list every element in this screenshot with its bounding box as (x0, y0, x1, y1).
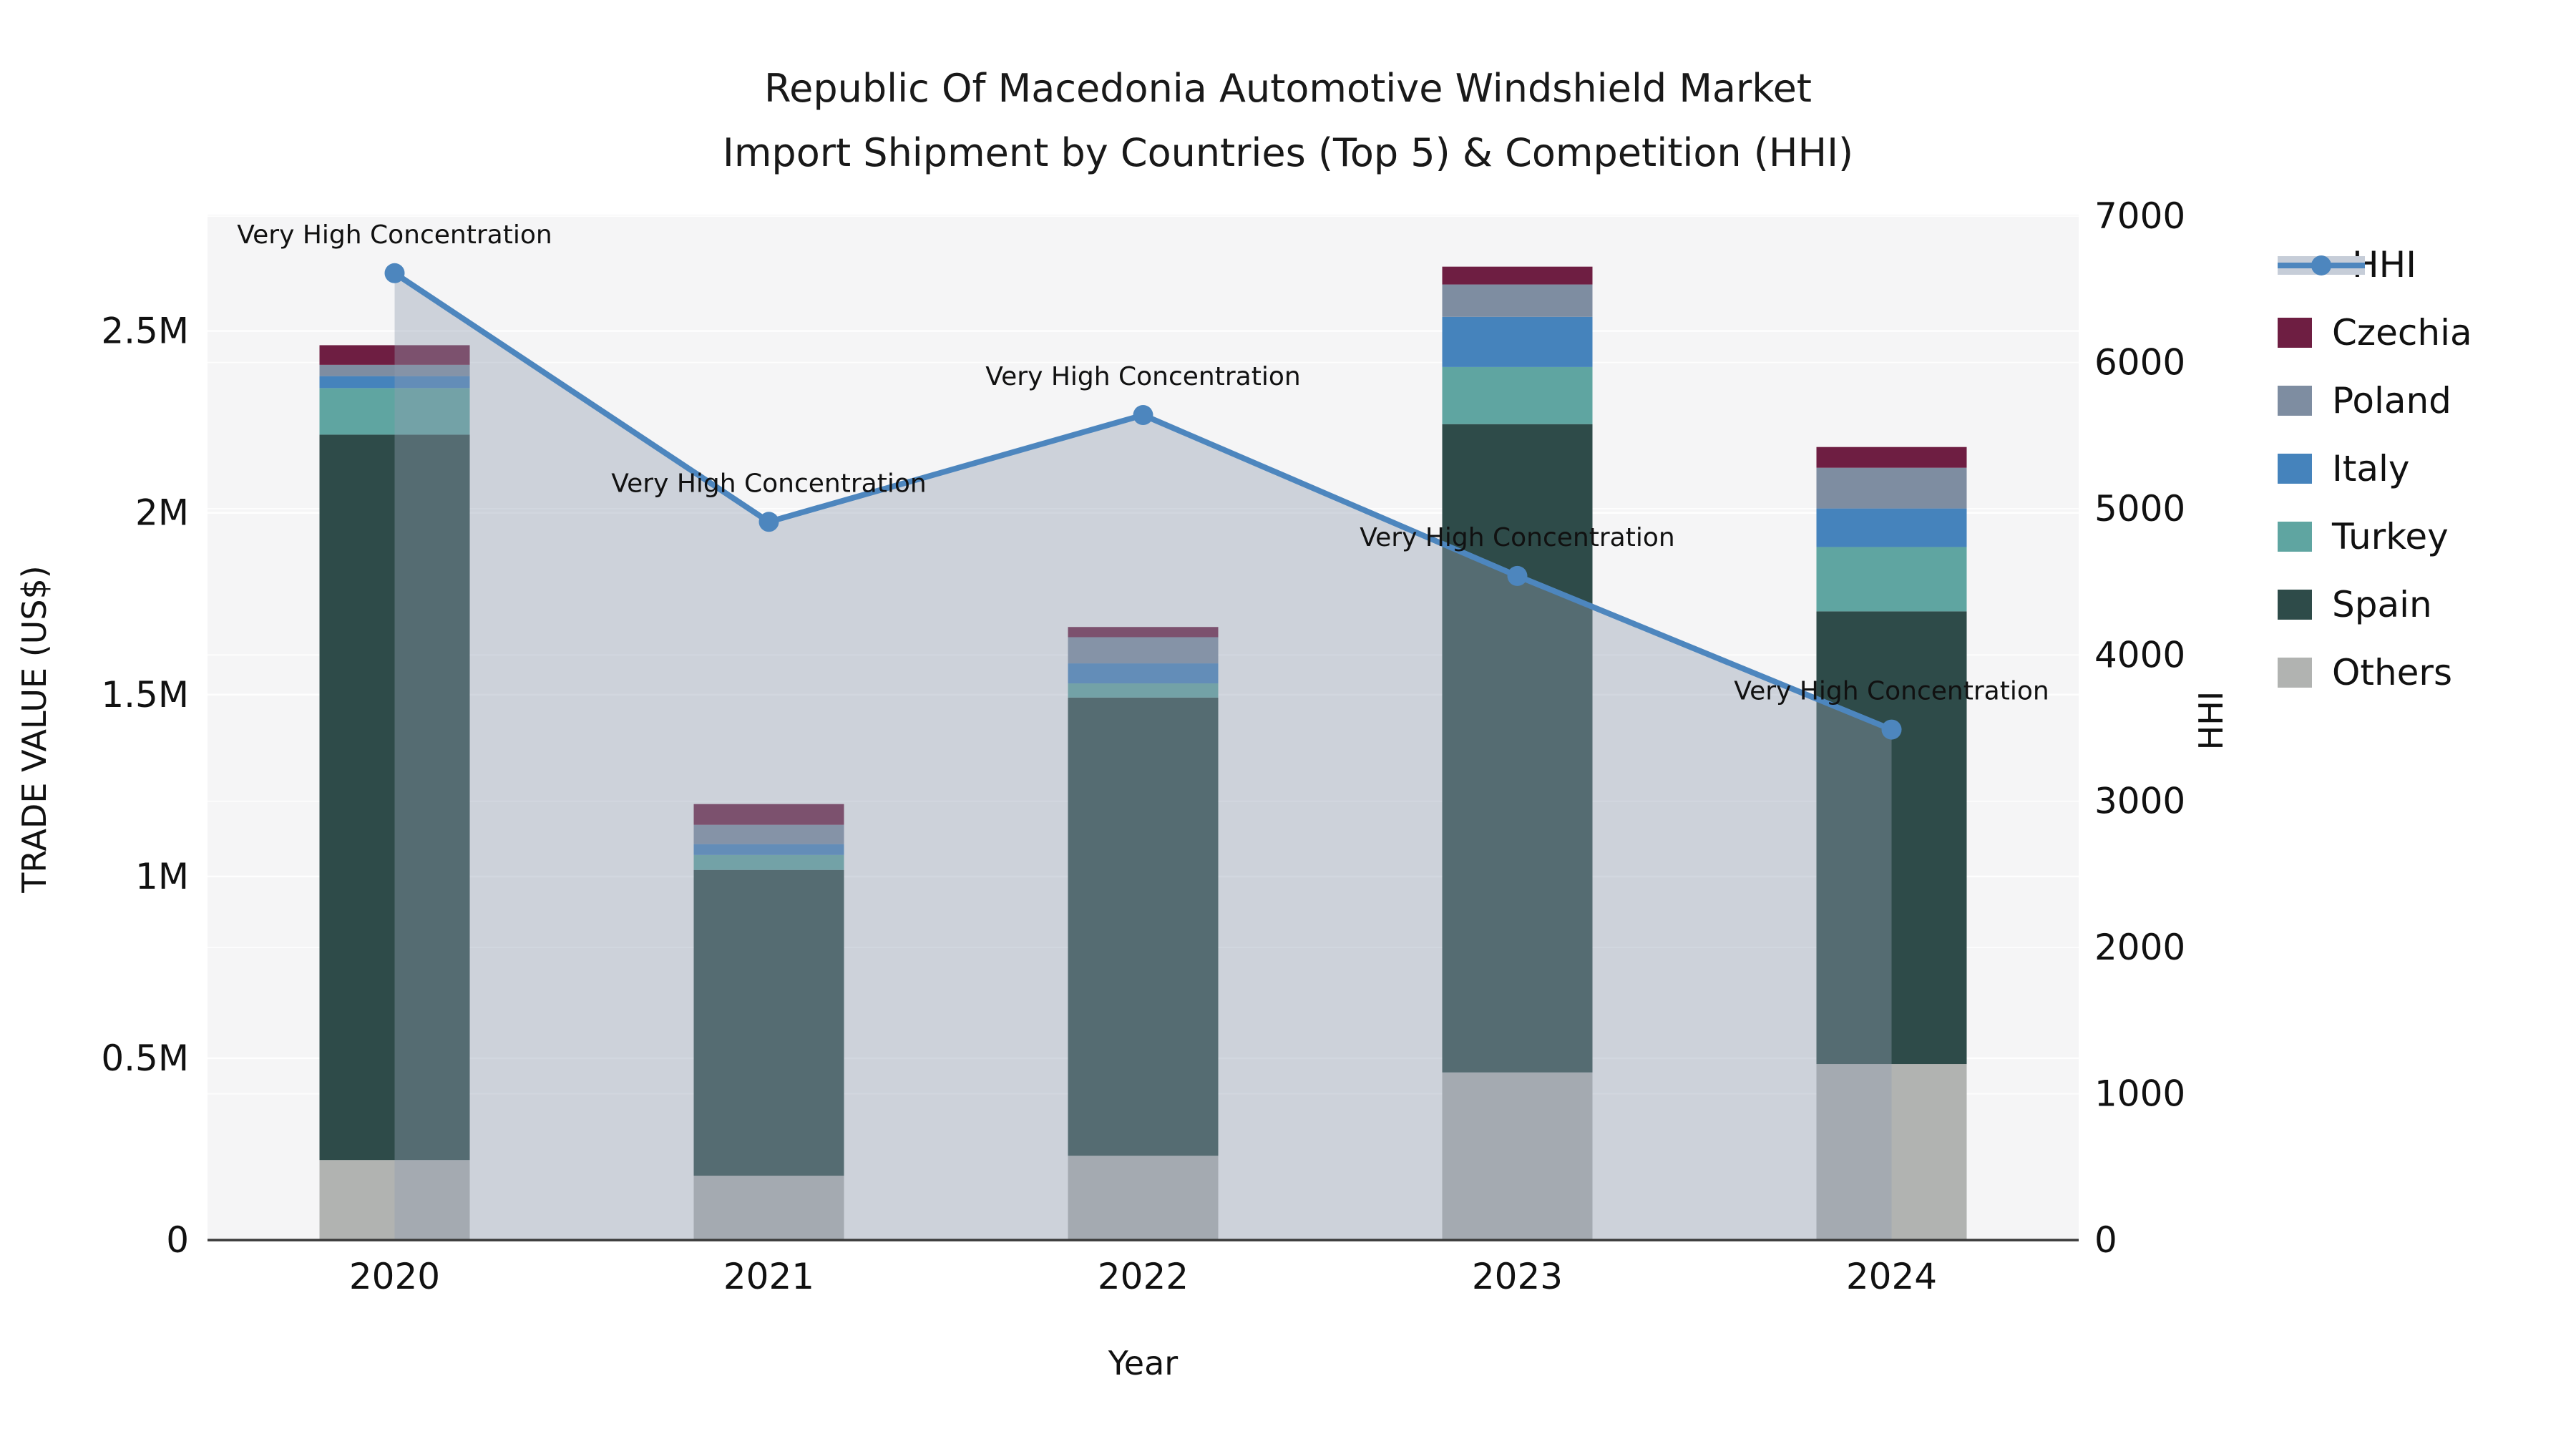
x-tick-2024: 2024 (1846, 1256, 1937, 1297)
bar-segment-others-2024 (1816, 1064, 1967, 1240)
bar-segment-spain-2022 (1068, 697, 1219, 1156)
legend-item-czechia: Czechia (2278, 298, 2472, 366)
chart-title-line-2: Import Shipment by Countries (Top 5) & C… (722, 130, 1854, 175)
legend-label-italy: Italy (2332, 447, 2410, 489)
bar-segment-czechia-2024 (1816, 447, 1967, 468)
bar-segment-others-2022 (1068, 1156, 1219, 1240)
bar-segment-turkey-2024 (1816, 547, 1967, 612)
bar-segment-italy-2021 (693, 844, 844, 855)
y-axis-right-title: HHI (2192, 691, 2230, 751)
bar-segment-italy-2022 (1068, 663, 1219, 684)
y-right-tick-2000: 2000 (2094, 927, 2185, 968)
bar-segment-czechia-2022 (1068, 627, 1219, 638)
bar-segment-poland-2020 (319, 364, 470, 376)
hhi-marker-2024 (1881, 719, 1902, 740)
hhi-marker-dot (2311, 255, 2331, 275)
bar-segment-spain-2020 (319, 434, 470, 1161)
annotation-2021: Very High Concentration (611, 469, 926, 498)
legend-item-poland: Poland (2278, 366, 2472, 434)
annotation-2024: Very High Concentration (1734, 677, 2049, 706)
y-right-tick-6000: 6000 (2094, 341, 2185, 383)
bar-segment-poland-2022 (1068, 637, 1219, 664)
bar-segment-italy-2023 (1442, 316, 1593, 367)
bar-segment-turkey-2022 (1068, 683, 1219, 698)
legend-label-spain: Spain (2332, 583, 2432, 625)
bar-segment-czechia-2021 (693, 804, 844, 825)
legend-label-turkey: Turkey (2332, 515, 2449, 557)
y-left-tick-0: 0 (166, 1219, 189, 1261)
y-right-tick-1000: 1000 (2094, 1073, 2185, 1115)
poland-color-swatch (2278, 385, 2312, 416)
legend-label-czechia: Czechia (2332, 311, 2472, 353)
annotation-2020: Very High Concentration (237, 220, 552, 250)
bar-segment-turkey-2020 (319, 388, 470, 435)
bar-segment-italy-2020 (319, 376, 470, 389)
y-right-tick-0: 0 (2094, 1219, 2117, 1261)
x-tick-2022: 2022 (1098, 1256, 1189, 1297)
bar-segment-turkey-2023 (1442, 366, 1593, 424)
y-right-tick-4000: 4000 (2094, 634, 2185, 675)
legend-label-others: Others (2332, 651, 2453, 693)
bar-segment-italy-2024 (1816, 508, 1967, 547)
y-right-tick-7000: 7000 (2094, 195, 2185, 237)
others-color-swatch (2278, 657, 2312, 688)
y-left-tick-1.5M: 1.5M (101, 674, 189, 716)
y-axis-left-title: TRADE VALUE (US$) (15, 565, 54, 893)
y-right-tick-5000: 5000 (2094, 488, 2185, 530)
bar-segment-spain-2023 (1442, 424, 1593, 1073)
y-left-tick-0.5M: 0.5M (101, 1038, 189, 1079)
y-left-tick-1M: 1M (135, 856, 189, 897)
hhi-marker-2022 (1133, 405, 1153, 426)
bar-segment-poland-2021 (693, 824, 844, 844)
bar-segment-others-2023 (1442, 1072, 1593, 1240)
italy-color-swatch (2278, 453, 2312, 484)
hhi-marker-2023 (1507, 565, 1528, 586)
y-left-tick-2.5M: 2.5M (101, 311, 189, 352)
bar-segment-others-2021 (693, 1176, 844, 1240)
czechia-color-swatch (2278, 317, 2312, 348)
bar-segment-czechia-2020 (319, 345, 470, 365)
x-tick-2020: 2020 (349, 1256, 440, 1297)
annotation-2022: Very High Concentration (985, 362, 1300, 391)
hhi-marker-2020 (384, 263, 405, 283)
spain-color-swatch (2278, 589, 2312, 620)
bar-segment-turkey-2021 (693, 854, 844, 870)
legend-item-spain: Spain (2278, 570, 2472, 638)
x-tick-2023: 2023 (1472, 1256, 1563, 1297)
hhi-area-fill (394, 273, 1892, 1240)
bar-segment-poland-2024 (1816, 467, 1967, 509)
x-tick-2021: 2021 (723, 1256, 814, 1297)
annotation-2023: Very High Concentration (1360, 523, 1674, 552)
legend-item-italy: Italy (2278, 434, 2472, 502)
bar-segment-spain-2021 (693, 869, 844, 1176)
y-left-tick-2M: 2M (135, 492, 189, 534)
turkey-color-swatch (2278, 521, 2312, 552)
bar-segment-czechia-2023 (1442, 266, 1593, 285)
hhi-marker-2021 (758, 512, 779, 532)
legend-item-turkey: Turkey (2278, 502, 2472, 570)
legend-item-others: Others (2278, 638, 2472, 706)
legend-item-hhi: HHI (2278, 230, 2472, 298)
legend: HHI Czechia Poland Italy Turkey Spain Ot… (2278, 230, 2472, 706)
x-axis-title: Year (1108, 1344, 1179, 1382)
legend-label-poland: Poland (2332, 379, 2451, 421)
bar-segment-spain-2024 (1816, 611, 1967, 1065)
bar-segment-others-2020 (319, 1160, 470, 1240)
hhi-line-swatch-icon (2278, 249, 2365, 280)
y-right-tick-3000: 3000 (2094, 781, 2185, 822)
chart-title-line-1: Republic Of Macedonia Automotive Windshi… (764, 66, 1812, 111)
bar-segment-poland-2023 (1442, 284, 1593, 317)
